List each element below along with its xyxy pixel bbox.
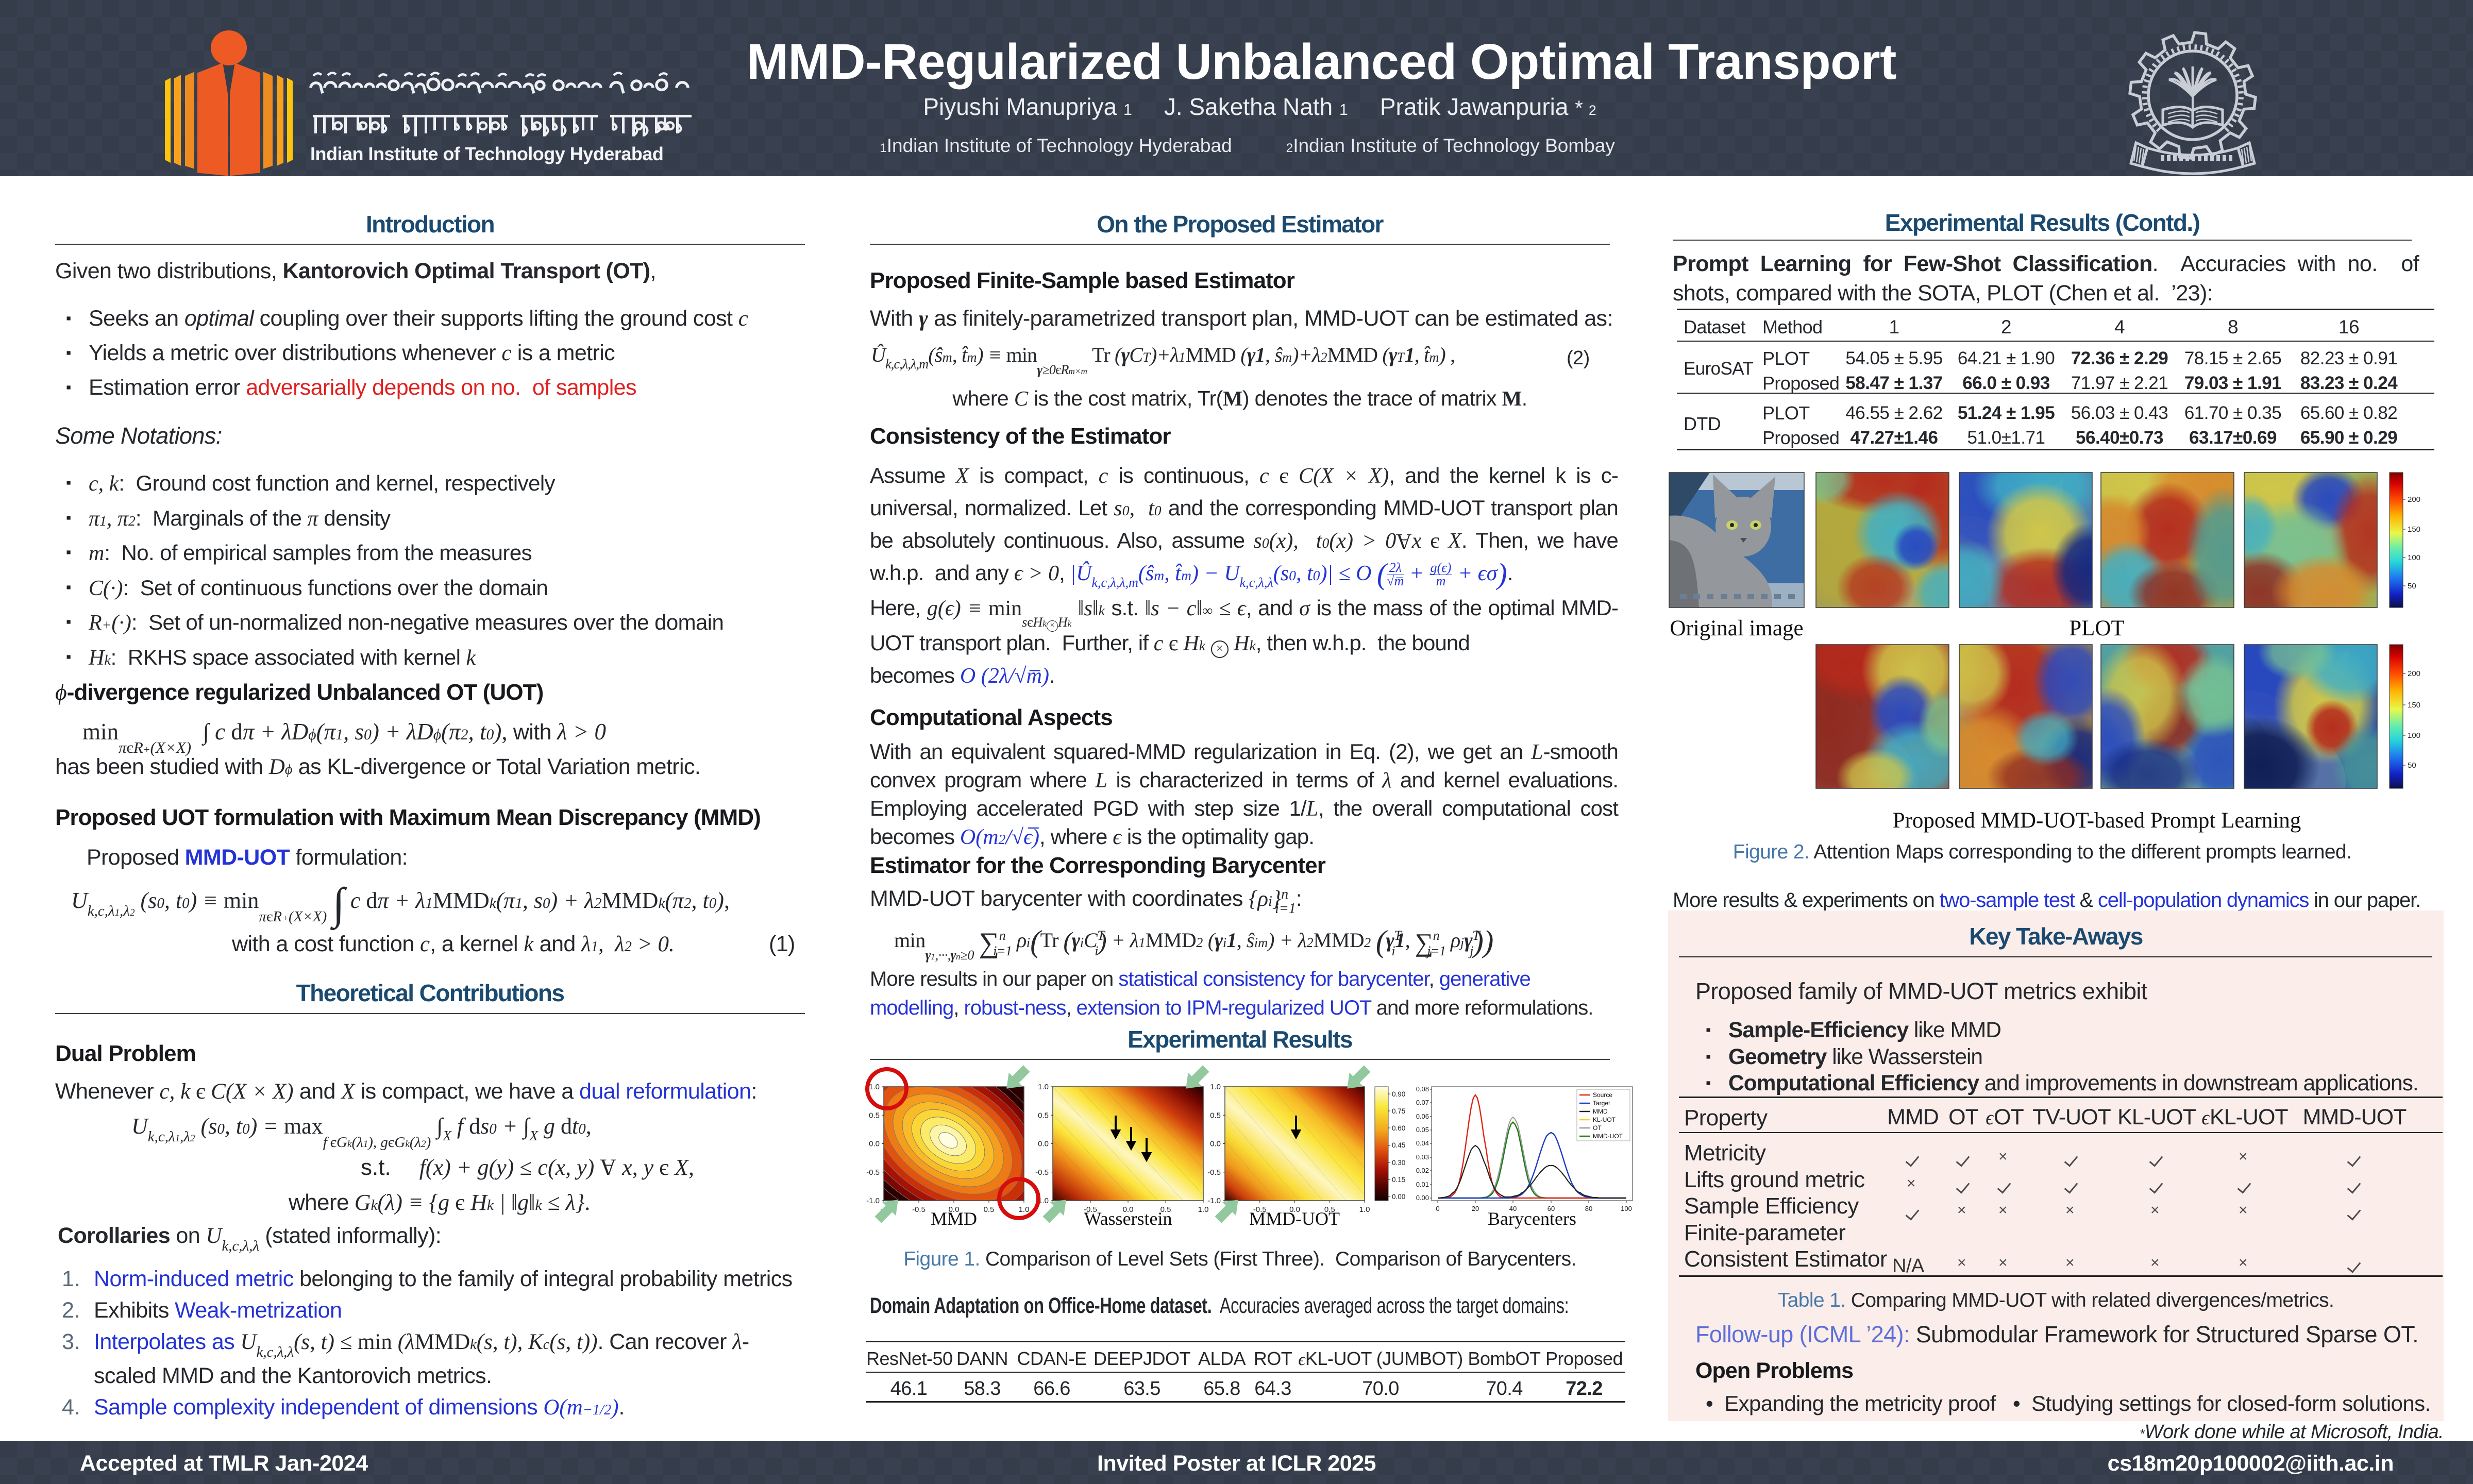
svg-text:1.0: 1.0 <box>1210 1083 1221 1091</box>
svg-text:0.0: 0.0 <box>1210 1140 1221 1149</box>
svg-text:100: 100 <box>2408 731 2420 740</box>
svg-text:0.03: 0.03 <box>1416 1153 1429 1161</box>
svg-text:0.30: 0.30 <box>1392 1159 1405 1167</box>
svg-text:-1.0: -1.0 <box>866 1196 880 1205</box>
svg-text:0: 0 <box>1436 1205 1439 1212</box>
svg-text:Target: Target <box>1593 1100 1610 1107</box>
svg-text:0.5: 0.5 <box>1324 1205 1335 1214</box>
svg-text:0.5: 0.5 <box>984 1205 995 1214</box>
svg-text:0.00: 0.00 <box>1392 1193 1405 1201</box>
svg-text:1.0: 1.0 <box>1019 1205 1030 1214</box>
svg-text:50: 50 <box>2408 582 2416 591</box>
svg-text:-1.0: -1.0 <box>1207 1196 1221 1205</box>
svg-text:0.5: 0.5 <box>1038 1111 1049 1120</box>
svg-text:MMD: MMD <box>931 1208 977 1229</box>
svg-text:100: 100 <box>1621 1205 1632 1212</box>
svg-text:150: 150 <box>2408 701 2420 710</box>
svg-text:-0.5: -0.5 <box>1084 1205 1097 1214</box>
svg-text:0.00: 0.00 <box>1416 1194 1429 1202</box>
svg-text:0.0: 0.0 <box>949 1205 960 1214</box>
svg-text:0.02: 0.02 <box>1416 1167 1429 1174</box>
svg-text:60: 60 <box>1547 1205 1555 1212</box>
svg-text:1.0: 1.0 <box>1359 1205 1370 1214</box>
svg-text:150: 150 <box>2408 525 2420 534</box>
svg-text:1.0: 1.0 <box>1038 1083 1049 1091</box>
svg-text:100: 100 <box>2408 553 2420 562</box>
svg-text:0.0: 0.0 <box>869 1140 880 1149</box>
svg-text:0.90: 0.90 <box>1392 1090 1405 1098</box>
svg-text:0.5: 0.5 <box>1160 1205 1171 1214</box>
svg-text:0.15: 0.15 <box>1392 1176 1405 1184</box>
svg-text:0.5: 0.5 <box>1210 1111 1221 1120</box>
svg-text:MMD: MMD <box>1593 1108 1608 1115</box>
svg-text:0.0: 0.0 <box>1289 1205 1300 1214</box>
svg-text:0.04: 0.04 <box>1416 1139 1429 1147</box>
svg-text:OT: OT <box>1593 1124 1602 1132</box>
svg-text:0.01: 0.01 <box>1416 1181 1429 1188</box>
svg-text:MMD-UOT: MMD-UOT <box>1593 1133 1623 1140</box>
svg-text:KL-UOT: KL-UOT <box>1593 1116 1616 1123</box>
svg-text:0.0: 0.0 <box>1123 1205 1134 1214</box>
svg-text:40: 40 <box>1509 1205 1517 1212</box>
svg-text:200: 200 <box>2408 669 2420 678</box>
svg-text:1.0: 1.0 <box>1198 1205 1209 1214</box>
svg-text:0.07: 0.07 <box>1416 1099 1429 1106</box>
svg-text:Barycenters: Barycenters <box>1488 1208 1576 1229</box>
svg-text:-0.5: -0.5 <box>866 1168 880 1177</box>
svg-text:-0.5: -0.5 <box>912 1205 926 1214</box>
svg-text:20: 20 <box>1472 1205 1479 1212</box>
svg-text:1.0: 1.0 <box>869 1083 880 1091</box>
svg-text:0.60: 0.60 <box>1392 1124 1405 1132</box>
svg-text:0.45: 0.45 <box>1392 1141 1405 1149</box>
svg-text:0.06: 0.06 <box>1416 1112 1429 1120</box>
svg-text:0.5: 0.5 <box>869 1111 880 1120</box>
svg-text:-0.5: -0.5 <box>1253 1205 1267 1214</box>
svg-text:-0.5: -0.5 <box>1035 1168 1049 1177</box>
svg-text:0.08: 0.08 <box>1416 1085 1429 1093</box>
svg-text:-0.5: -0.5 <box>1207 1168 1221 1177</box>
svg-text:200: 200 <box>2408 495 2420 504</box>
svg-text:0.75: 0.75 <box>1392 1107 1405 1115</box>
svg-text:50: 50 <box>2408 761 2416 770</box>
svg-text:80: 80 <box>1585 1205 1592 1212</box>
svg-text:0.0: 0.0 <box>1038 1140 1049 1149</box>
svg-text:MMD-UOT: MMD-UOT <box>1249 1208 1340 1229</box>
svg-text:Source: Source <box>1593 1091 1612 1099</box>
svg-text:0.05: 0.05 <box>1416 1126 1429 1134</box>
svg-text:Wasserstein: Wasserstein <box>1084 1208 1172 1229</box>
